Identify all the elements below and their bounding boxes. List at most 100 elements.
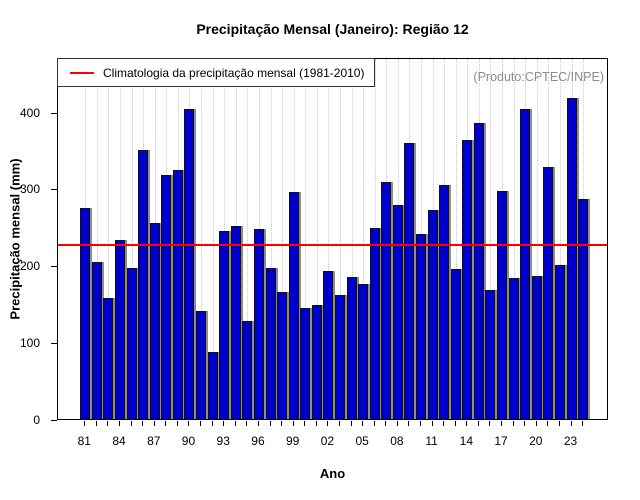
bar-1988: [161, 175, 172, 419]
bar-2010: [416, 233, 427, 419]
bar-1990: [184, 109, 195, 419]
bar-2015: [473, 123, 484, 419]
x-tick: [269, 421, 271, 426]
legend: Climatologia da precipitação mensal (198…: [57, 58, 375, 87]
bar-1993: [219, 231, 230, 419]
x-tick: [582, 421, 584, 426]
gridline: [120, 59, 122, 419]
bar-1987: [149, 223, 160, 419]
x-tick-label: 87: [147, 434, 161, 448]
x-tick-label: 20: [529, 434, 543, 448]
x-tick: [570, 421, 572, 426]
x-tick: [477, 421, 479, 426]
x-tick: [234, 421, 236, 426]
x-tick: [327, 421, 329, 426]
x-tick: [489, 421, 491, 426]
x-tick: [107, 421, 109, 426]
x-tick: [558, 421, 560, 426]
gridline: [96, 59, 98, 419]
bar-2017: [497, 190, 508, 419]
x-tick-label: 84: [112, 434, 126, 448]
gridline: [490, 59, 492, 419]
plot-area: Climatologia da precipitação mensal (198…: [57, 58, 608, 420]
bar-2020: [531, 276, 542, 419]
bar-2023: [566, 97, 577, 419]
gridline: [212, 59, 214, 419]
y-tick: [51, 343, 57, 345]
x-tick: [524, 421, 526, 426]
x-tick: [454, 421, 456, 426]
bar-1997: [265, 267, 276, 419]
y-tick-label: 200: [19, 259, 40, 274]
bar-1983: [103, 298, 114, 419]
climatology-line: [58, 244, 607, 247]
bar-1981: [80, 208, 91, 419]
bar-2002: [323, 271, 334, 419]
x-tick-label: 81: [77, 434, 91, 448]
x-tick: [373, 421, 375, 426]
bar-2007: [381, 181, 392, 419]
bar-2018: [508, 277, 519, 419]
gridline: [316, 59, 318, 419]
y-axis: 0 100 200 300 400: [0, 58, 57, 427]
x-tick: [292, 421, 294, 426]
bar-2012: [439, 184, 450, 419]
x-tick: [501, 421, 503, 426]
x-tick: [130, 421, 132, 426]
y-tick-label: 100: [19, 336, 40, 351]
bar-2021: [543, 166, 554, 419]
bar-2011: [427, 209, 438, 419]
x-tick: [281, 421, 283, 426]
gridline: [247, 59, 249, 419]
bar-1985: [126, 267, 137, 419]
bar-2001: [311, 305, 322, 419]
bar-2008: [392, 205, 403, 419]
x-tick: [246, 421, 248, 426]
x-tick: [211, 421, 213, 426]
x-tick-label: 99: [285, 434, 300, 448]
x-tick: [512, 421, 514, 426]
gridline: [339, 59, 341, 419]
x-tick: [165, 421, 167, 426]
x-tick: [119, 421, 121, 426]
gridline: [108, 59, 110, 419]
bar-1999: [288, 191, 299, 419]
bar-2005: [358, 283, 369, 419]
gridline: [455, 59, 457, 419]
chart-title: Precipitação Mensal (Janeiro): Região 12: [196, 21, 469, 37]
bar-2022: [554, 264, 565, 419]
bar-1996: [253, 229, 264, 419]
x-tick-label: 23: [563, 434, 578, 448]
gridline: [363, 59, 365, 419]
source-annotation: (Produto:CPTEC/INPE): [473, 70, 604, 84]
x-tick: [420, 421, 422, 426]
bar-2016: [485, 289, 496, 419]
x-tick-label: 96: [251, 434, 265, 448]
x-tick: [304, 421, 306, 426]
gridline: [305, 59, 307, 419]
bar-1986: [138, 150, 149, 419]
x-tick-label: 14: [459, 434, 473, 448]
x-tick: [547, 421, 549, 426]
x-tick: [431, 421, 433, 426]
y-tick: [51, 189, 57, 191]
x-axis: 81 84 87 90 93 96 99 02 05 08 11 14 17 20 23: [57, 420, 608, 460]
bar-2004: [346, 276, 357, 419]
x-tick: [443, 421, 445, 426]
y-tick-label: 300: [19, 182, 40, 197]
bar-1984: [115, 239, 126, 419]
gridline: [282, 59, 284, 419]
gridline: [513, 59, 515, 419]
x-tick-label: 93: [216, 434, 230, 448]
x-tick: [257, 421, 259, 426]
climatology-line-swatch: [70, 71, 94, 74]
x-tick: [408, 421, 410, 426]
x-tick: [176, 421, 178, 426]
x-tick-label: 90: [181, 434, 196, 448]
x-tick: [84, 421, 86, 426]
bar-1995: [242, 321, 253, 419]
bar-2009: [404, 143, 415, 419]
x-tick: [200, 421, 202, 426]
bar-2013: [450, 269, 461, 419]
x-tick: [142, 421, 144, 426]
